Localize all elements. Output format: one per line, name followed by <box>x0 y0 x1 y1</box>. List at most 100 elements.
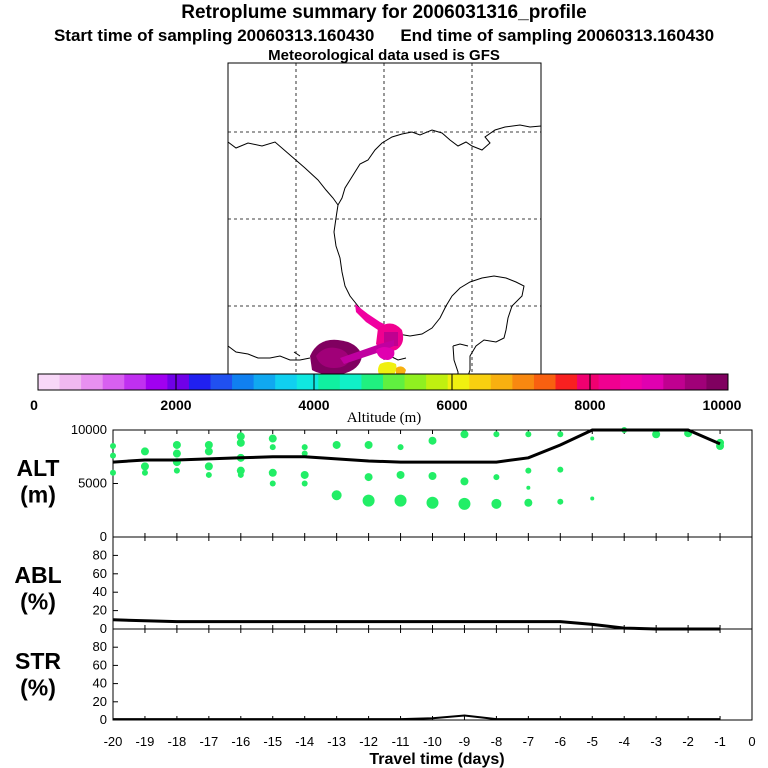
alt-point <box>652 430 661 439</box>
alt-point <box>141 469 148 476</box>
colorbar-cell <box>188 374 211 390</box>
colorbar-cell <box>59 374 82 390</box>
x-tick-label: -16 <box>231 734 250 749</box>
colorbar-tick-10000: 10000 <box>703 397 742 413</box>
alt-point <box>237 471 244 478</box>
colorbar-cell <box>512 374 535 390</box>
colorbar-cell <box>232 374 255 390</box>
alt-point <box>460 477 469 486</box>
alt-point <box>172 440 181 449</box>
x-tick-label: -8 <box>491 734 503 749</box>
colorbar-cell <box>663 374 686 390</box>
colorbar-tick-8000: 8000 <box>574 397 605 413</box>
alt-point <box>172 449 181 458</box>
x-tick-label: -10 <box>423 734 442 749</box>
str-label: STR (%) <box>15 648 61 700</box>
met-data-note: Meteorological data used is GFS <box>268 47 500 64</box>
x-tick-label: -6 <box>555 734 567 749</box>
alt-label: ALT (m) <box>16 455 59 507</box>
colorbar-cell <box>620 374 643 390</box>
x-tick-label: -19 <box>136 734 155 749</box>
alt-point <box>204 462 213 471</box>
start-time: Start time of sampling 20060313.160430 <box>53 26 375 45</box>
colorbar-cell <box>598 374 621 390</box>
x-tick-label: -18 <box>168 734 187 749</box>
colorbar-label: Altitude (m) <box>347 410 422 426</box>
alt-point <box>301 480 308 487</box>
alt-point <box>458 497 471 510</box>
colorbar-cell <box>361 374 384 390</box>
alt-point <box>590 496 595 501</box>
alt-point <box>110 452 116 459</box>
alt-point <box>269 480 276 487</box>
map-gridlines <box>228 63 541 376</box>
colorbar-cell <box>253 374 276 390</box>
alt-point <box>173 467 180 474</box>
alt-point <box>110 443 116 450</box>
alt-point <box>362 494 375 507</box>
x-tick-label: -5 <box>586 734 598 749</box>
str-y-tick: 0 <box>100 712 107 727</box>
end-time: End time of sampling 20060313.160430 <box>400 26 715 45</box>
colorbar-cell <box>210 374 233 390</box>
colorbar-cell <box>447 374 470 390</box>
alt-point <box>331 490 342 501</box>
alt-point <box>397 444 404 451</box>
colorbar-cell <box>275 374 298 390</box>
alt-point <box>557 498 564 505</box>
alt-point <box>364 440 373 449</box>
colorbar-cell <box>124 374 147 390</box>
str-y-tick: 60 <box>93 657 107 672</box>
alt-point <box>426 496 439 509</box>
colorbar-cell <box>404 374 427 390</box>
alt-y-tick: 0 <box>100 529 107 544</box>
str-y-tick: 20 <box>93 694 107 709</box>
x-tick-label: -11 <box>392 734 410 749</box>
x-tick-label: -3 <box>650 734 662 749</box>
colorbar-cell <box>167 374 190 390</box>
colorbar-cell <box>38 374 61 390</box>
colorbar-cell <box>81 374 104 390</box>
x-tick-label: -2 <box>682 734 694 749</box>
abl-y-tick: 40 <box>93 584 107 599</box>
alt-point <box>525 467 532 474</box>
x-tick-label: -17 <box>199 734 218 749</box>
alt-point <box>301 444 308 451</box>
x-tick-labels: -20 -19 -18 -17 -16 -15 -14 -13 -12 -11 -10 -9 -8 -7-… <box>104 734 756 749</box>
abl-y-tick: 0 <box>100 621 107 636</box>
colorbar-tick-4000: 4000 <box>298 397 329 413</box>
colorbar-cell <box>296 374 319 390</box>
alt-y-tick: 10000 <box>71 422 107 437</box>
alt-point <box>140 447 149 456</box>
alt-point <box>557 466 564 473</box>
colorbar-cell <box>641 374 664 390</box>
alt-point <box>460 430 469 439</box>
alt-point <box>526 485 531 490</box>
alt-point <box>493 474 500 481</box>
chart-title: Retroplume summary for 2006031316_profil… <box>181 2 587 23</box>
colorbar-cell <box>706 374 729 390</box>
x-tick-label: -9 <box>459 734 471 749</box>
alt-point <box>396 470 405 479</box>
colorbar-cell <box>339 374 362 390</box>
map-panel <box>227 62 542 377</box>
alt-point <box>140 462 149 471</box>
x-tick-label: -15 <box>263 734 282 749</box>
str-panel-frame <box>112 628 753 721</box>
colorbar-cell <box>490 374 513 390</box>
colorbar: 0 2000 4000 6000 8000 10000 Altitude (m) <box>30 373 742 426</box>
coastlines <box>227 124 542 377</box>
colorbar-cell <box>577 374 600 390</box>
y-tick-labels: 10000 5000 0 80 60 40 20 0 80 60 40 20 0 <box>71 422 118 727</box>
colorbar-cell <box>469 374 492 390</box>
alt-point <box>204 440 213 449</box>
alt-point <box>236 438 245 447</box>
alt-point <box>394 494 407 507</box>
alt-point <box>110 469 116 476</box>
alt-y-tick: 5000 <box>78 476 107 491</box>
alt-point <box>332 440 341 449</box>
abl-label: ABL (%) <box>14 562 61 614</box>
alt-point <box>491 498 502 509</box>
colorbar-tick-2000: 2000 <box>160 397 191 413</box>
